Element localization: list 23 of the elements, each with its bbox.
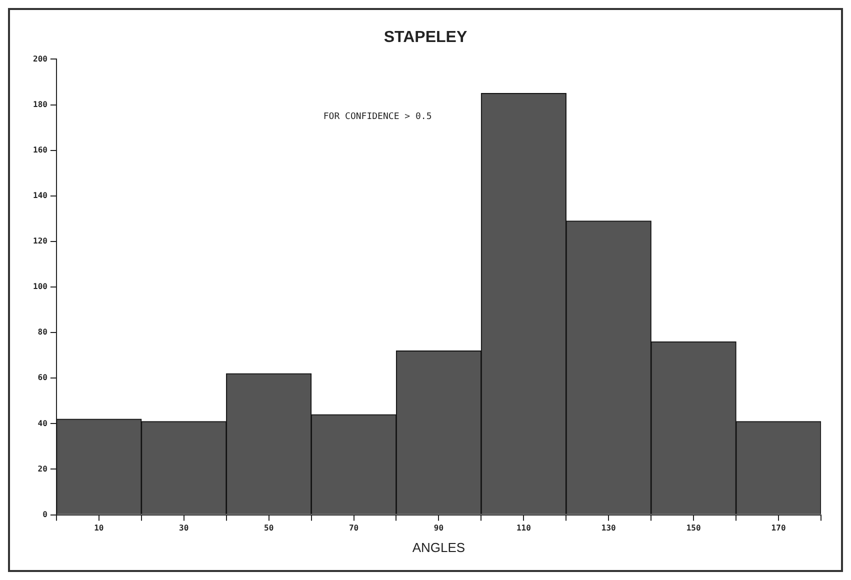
y-tick-label: 120 — [32, 236, 48, 246]
x-tick-label: 30 — [179, 524, 189, 533]
y-tick-label: 180 — [32, 100, 48, 109]
x-axis-title: ANGLES — [412, 540, 466, 555]
y-tick-label: 200 — [32, 54, 48, 64]
x-tick-label: 130 — [601, 524, 616, 533]
y-tick-label: 160 — [32, 145, 48, 154]
x-tick-label: 170 — [771, 524, 786, 533]
chart-title: STAPELEY — [384, 29, 468, 46]
y-tick-label: 80 — [38, 328, 48, 337]
y-tick-label: 0 — [42, 510, 48, 519]
y-tick-label: 20 — [38, 464, 48, 474]
y-tick-label: 100 — [32, 282, 48, 292]
x-tick-label: 50 — [264, 524, 274, 533]
y-tick-label: 40 — [38, 418, 48, 428]
y-tick-label: 60 — [38, 373, 48, 382]
x-tick-label: 150 — [686, 524, 701, 533]
y-tick-label: 140 — [32, 190, 48, 200]
annotation: FOR CONFIDENCE > 0.5 — [323, 112, 432, 122]
x-tick-label: 90 — [434, 524, 444, 533]
x-tick-label: 110 — [516, 524, 532, 533]
x-tick-label: 70 — [348, 524, 359, 533]
x-tick-label: 10 — [94, 524, 104, 533]
